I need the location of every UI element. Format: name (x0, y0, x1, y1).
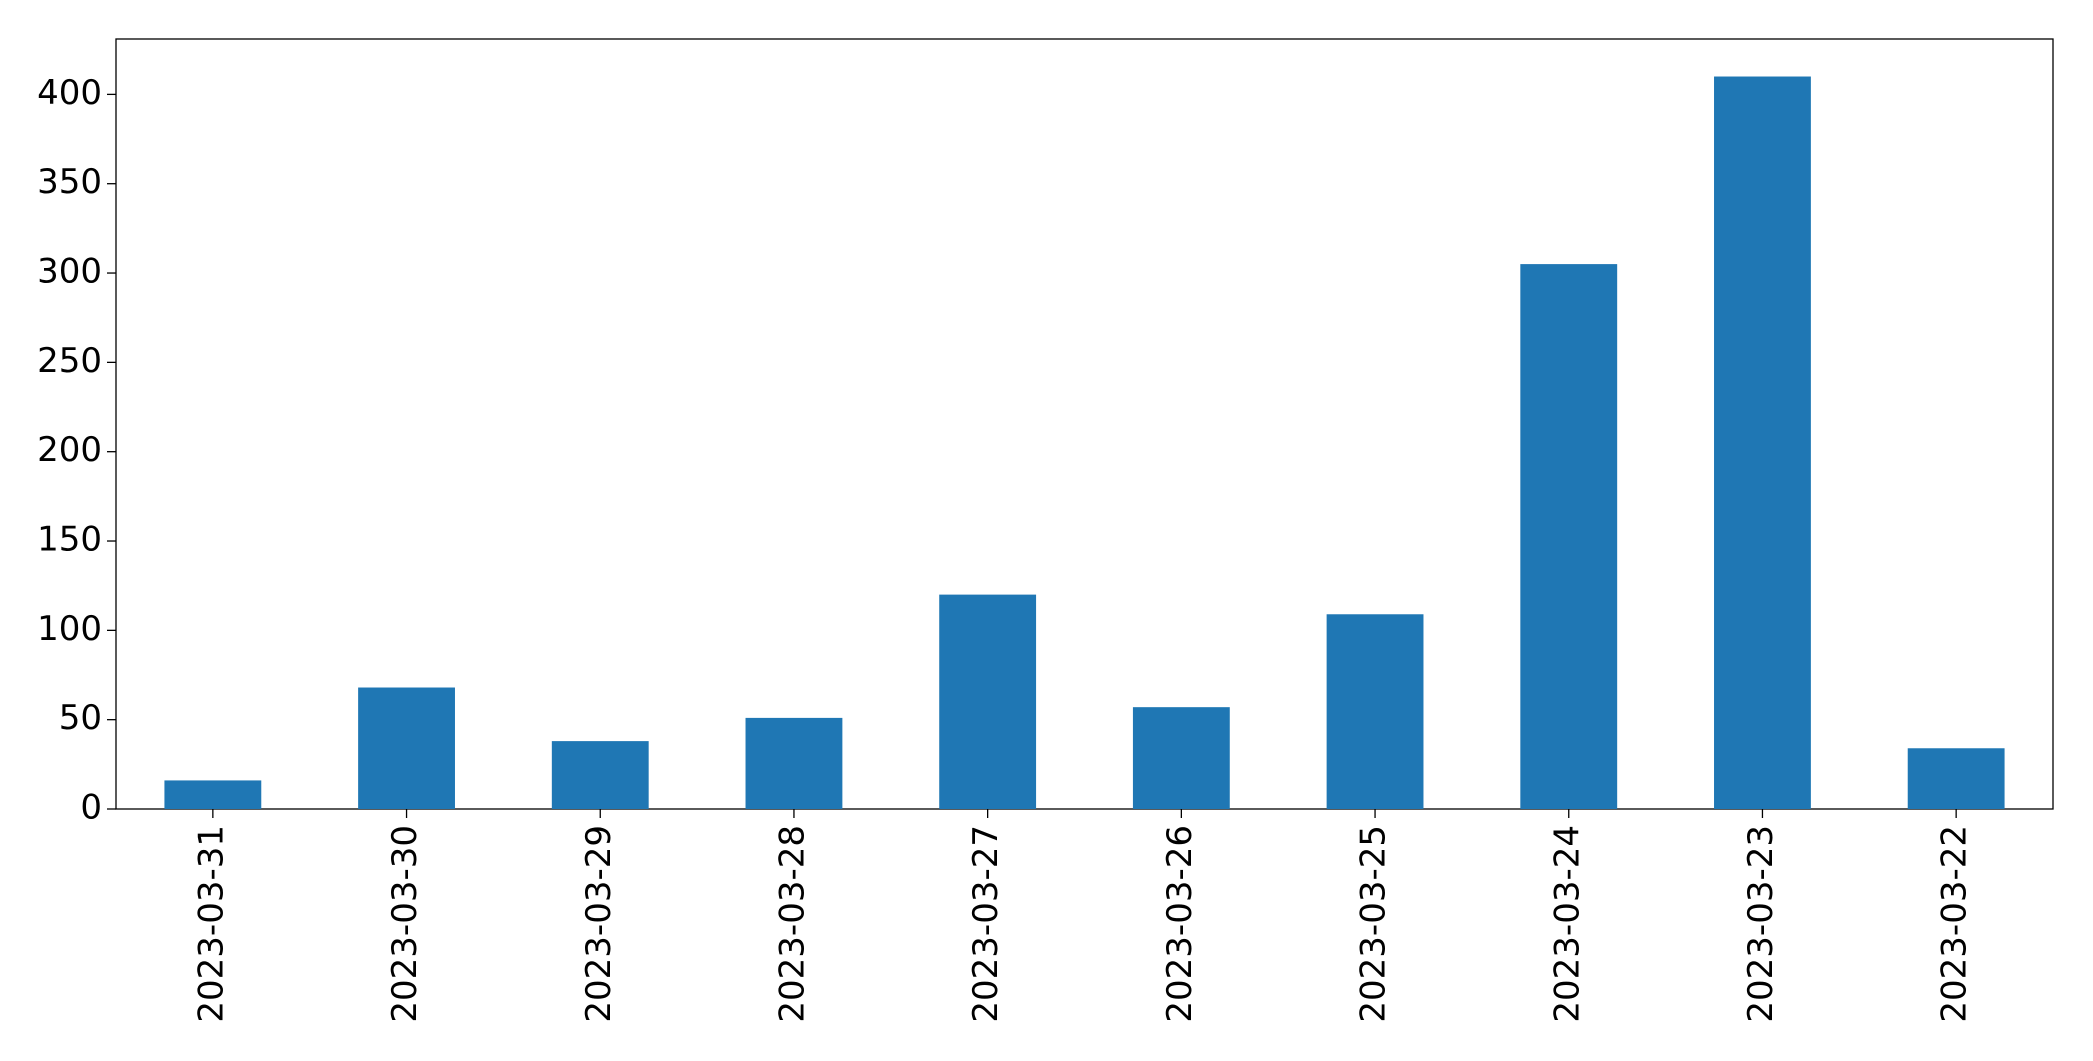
y-tick-label: 50 (59, 698, 102, 738)
plot-frame (115, 38, 2054, 810)
y-tick-label: 150 (37, 520, 102, 560)
y-tick-label: 350 (37, 162, 102, 202)
x-tick-label: 2023-03-22 (1935, 825, 1975, 1023)
y-tick-label: 400 (37, 73, 102, 113)
y-tick-label: 200 (37, 430, 102, 470)
x-tick-label: 2023-03-27 (966, 825, 1006, 1023)
x-tick-label: 2023-03-23 (1741, 825, 1781, 1023)
y-tick-label: 250 (37, 341, 102, 381)
x-tick-label: 2023-03-30 (385, 825, 425, 1023)
y-tick-label: 300 (37, 252, 102, 292)
bar (1520, 264, 1618, 810)
bar (1132, 707, 1230, 809)
bar (551, 741, 649, 809)
x-tick-label: 2023-03-31 (191, 825, 231, 1023)
x-tick-label: 2023-03-29 (579, 825, 619, 1023)
bar (1714, 76, 1811, 810)
x-tick-label: 2023-03-25 (1354, 825, 1394, 1023)
bar (745, 717, 843, 809)
y-tick-label: 100 (37, 609, 102, 649)
x-tick-label: 2023-03-24 (1547, 825, 1587, 1023)
bar (1326, 614, 1424, 809)
bar (1907, 748, 2005, 809)
y-tick-label: 0 (80, 788, 102, 828)
x-tick-label: 2023-03-28 (772, 825, 812, 1023)
bar (939, 594, 1037, 809)
bar (358, 687, 455, 809)
x-tick-label: 2023-03-26 (1160, 825, 1200, 1023)
bar (164, 780, 262, 809)
